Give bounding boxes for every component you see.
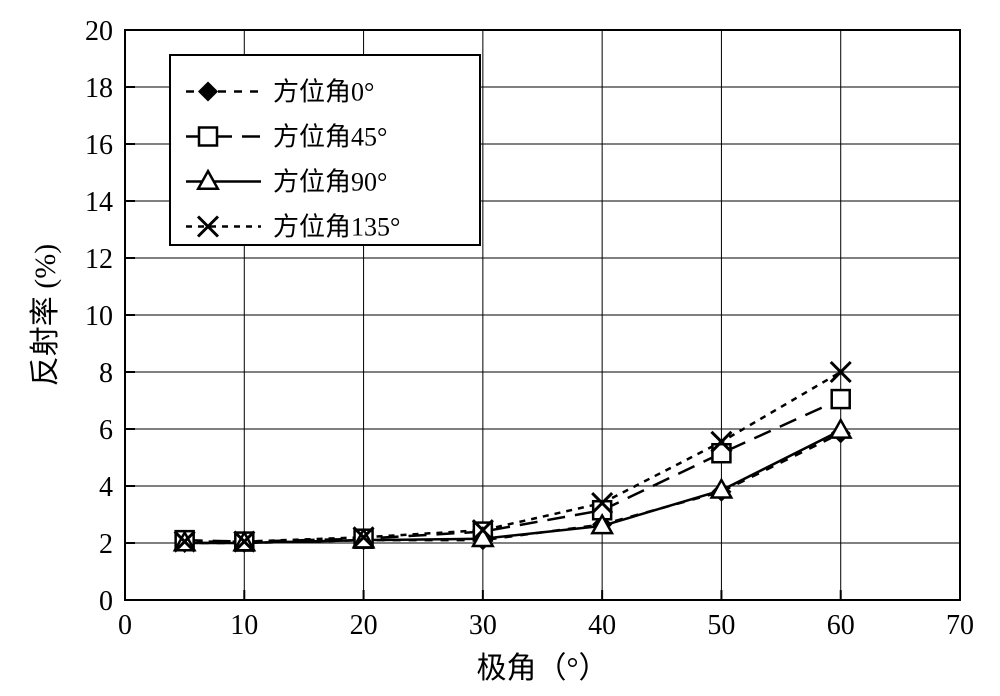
svg-text:70: 70 <box>946 610 974 641</box>
svg-text:方位角45°: 方位角45° <box>273 123 387 152</box>
svg-text:4: 4 <box>99 472 113 503</box>
svg-text:6: 6 <box>99 415 113 446</box>
svg-text:10: 10 <box>230 610 258 641</box>
svg-text:方位角0°: 方位角0° <box>273 78 374 107</box>
svg-text:20: 20 <box>85 16 113 47</box>
svg-text:16: 16 <box>85 130 113 161</box>
line-chart: 0 10 20 30 40 50 60 70 0 2 4 6 8 10 12 14 16 18 20 极角（°） 反射率… <box>0 0 1000 696</box>
svg-text:极角（°）: 极角（°） <box>477 652 609 685</box>
svg-text:8: 8 <box>99 358 113 389</box>
svg-text:14: 14 <box>85 187 113 218</box>
chart-container: 0 10 20 30 40 50 60 70 0 2 4 6 8 10 12 14 16 18 20 极角（°） 反射率… <box>0 0 1000 696</box>
svg-text:反射率 (%): 反射率 (%) <box>29 244 62 386</box>
svg-text:0: 0 <box>99 586 113 617</box>
svg-text:30: 30 <box>469 610 497 641</box>
svg-text:20: 20 <box>350 610 378 641</box>
svg-text:40: 40 <box>588 610 616 641</box>
svg-text:2: 2 <box>99 529 113 560</box>
svg-text:10: 10 <box>85 301 113 332</box>
svg-text:50: 50 <box>707 610 735 641</box>
svg-text:方位角135°: 方位角135° <box>273 213 400 242</box>
svg-text:12: 12 <box>85 244 113 275</box>
svg-text:60: 60 <box>827 610 855 641</box>
svg-text:18: 18 <box>85 73 113 104</box>
svg-text:方位角90°: 方位角90° <box>273 168 387 197</box>
svg-text:0: 0 <box>118 610 132 641</box>
